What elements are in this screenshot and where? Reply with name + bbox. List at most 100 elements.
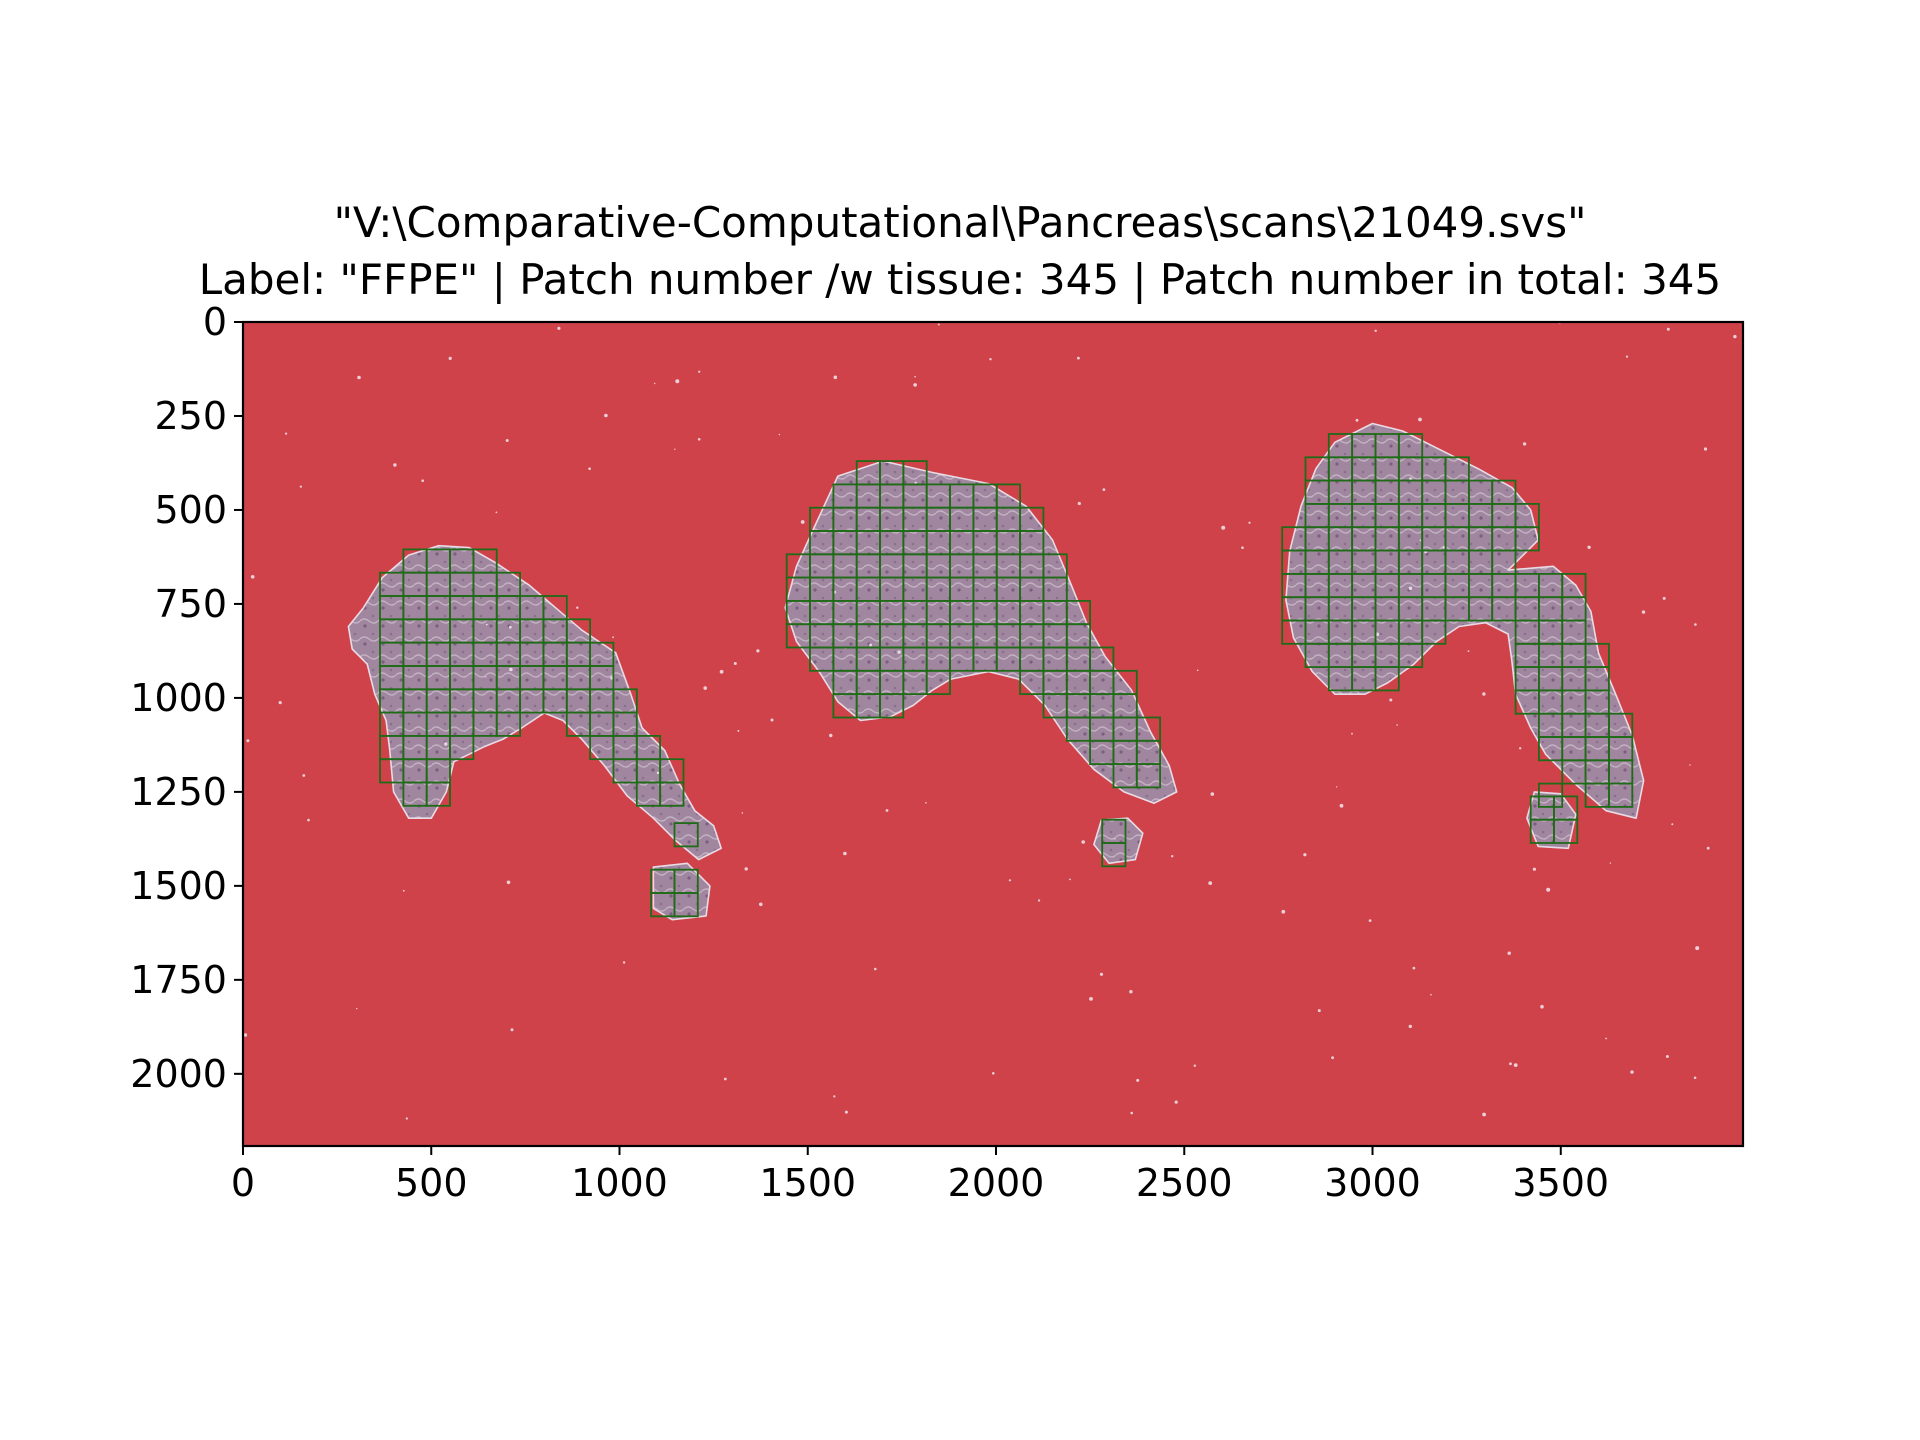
debris-speck	[1694, 623, 1697, 626]
debris-speck	[1482, 1112, 1486, 1117]
debris-speck	[508, 625, 512, 629]
debris-speck	[1193, 1064, 1197, 1067]
debris-speck	[925, 802, 927, 804]
debris-speck	[885, 809, 889, 812]
debris-speck	[654, 382, 656, 385]
patch-box	[659, 781, 685, 807]
debris-speck	[1038, 899, 1041, 902]
debris-speck	[622, 961, 626, 964]
debris-speck	[1130, 1111, 1133, 1115]
debris-speck	[1522, 442, 1527, 446]
debris-speck	[1408, 586, 1413, 591]
debris-speck	[800, 520, 805, 524]
debris-speck	[1248, 521, 1251, 524]
debris-speck	[1196, 669, 1199, 672]
debris-speck	[509, 667, 513, 672]
debris-speck	[1171, 855, 1174, 858]
debris-speck	[1706, 846, 1710, 850]
debris-speck	[285, 432, 288, 435]
debris-speck	[914, 481, 917, 484]
patch-box	[673, 892, 699, 918]
x-tick-label: 3000	[1324, 1161, 1421, 1205]
debris-speck	[243, 1033, 248, 1037]
debris-speck	[356, 1007, 358, 1010]
debris-speck	[1418, 417, 1422, 422]
debris-speck	[869, 643, 873, 647]
x-tick-label: 500	[395, 1161, 468, 1205]
debris-speck	[246, 739, 250, 743]
debris-speck	[510, 1028, 514, 1032]
debris-speck	[1587, 545, 1591, 549]
debris-speck	[1396, 724, 1398, 726]
debris-speck	[278, 701, 282, 705]
debris-speck	[299, 485, 302, 488]
debris-speck	[1689, 764, 1691, 766]
debris-speck	[1303, 853, 1307, 857]
debris-speck	[1695, 946, 1700, 951]
debris-speck	[675, 379, 680, 384]
debris-speck	[402, 889, 405, 892]
debris-speck	[744, 867, 748, 871]
patch-grid	[379, 433, 1634, 918]
debris-speck	[1355, 418, 1359, 422]
y-tick-label: 500	[154, 488, 227, 532]
debris-speck	[1008, 879, 1012, 882]
x-tick-label: 3500	[1512, 1161, 1609, 1205]
debris-speck	[588, 467, 591, 471]
debris-speck	[557, 326, 561, 330]
debris-speck	[1609, 862, 1612, 864]
debris-speck	[1605, 1037, 1607, 1040]
debris-speck	[737, 729, 740, 732]
debris-speck	[612, 636, 614, 639]
debris-speck	[1389, 698, 1393, 702]
debris-speck	[1102, 488, 1106, 491]
debris-speck	[302, 774, 306, 777]
debris-speck	[1136, 1078, 1140, 1082]
y-tick-label: 1500	[130, 864, 227, 908]
debris-speck	[576, 606, 579, 609]
debris-speck	[1467, 650, 1470, 652]
debris-speck	[1665, 1055, 1669, 1058]
debris-speck	[357, 375, 361, 380]
debris-speck	[1089, 997, 1093, 1001]
patch-box	[1374, 666, 1400, 692]
debris-speck	[1408, 1024, 1413, 1029]
debris-speck	[1666, 327, 1670, 331]
tissue-region-left	[347, 544, 723, 861]
debris-speck	[1630, 1070, 1634, 1074]
debris-speck	[506, 880, 511, 885]
x-tick-label: 1500	[759, 1161, 856, 1205]
debris-speck	[1129, 990, 1133, 994]
debris-speck	[1081, 840, 1085, 844]
debris-speck	[1174, 1100, 1178, 1104]
debris-speck	[733, 662, 737, 665]
debris-speck	[1210, 792, 1215, 796]
debris-speck	[1077, 356, 1080, 360]
debris-speck	[829, 733, 833, 738]
debris-speck	[1208, 881, 1213, 885]
x-tick-label: 2000	[948, 1161, 1045, 1205]
y-tick-label: 0	[203, 300, 227, 344]
y-tick-label: 250	[154, 394, 227, 438]
patch-box	[1553, 818, 1579, 844]
patch-box	[673, 822, 699, 848]
chart-title-line-1: "V:\Comparative-Computational\Pancreas\s…	[333, 198, 1587, 247]
debris-speck	[604, 413, 608, 418]
patch-box	[1135, 763, 1162, 789]
debris-speck	[843, 851, 847, 856]
axes-frame	[241, 320, 1745, 1148]
debris-speck	[723, 1077, 727, 1081]
debris-speck	[833, 375, 838, 380]
debris-speck	[698, 370, 701, 373]
tissue-region-middle-fragment	[1093, 817, 1144, 865]
debris-speck	[913, 383, 917, 387]
patch-box	[879, 693, 905, 719]
debris-speck	[1482, 692, 1486, 696]
patch-box	[1538, 782, 1564, 808]
debris-speck	[1336, 786, 1338, 788]
debris-speck	[421, 479, 425, 483]
debris-speck	[1099, 972, 1104, 976]
debris-speck	[989, 358, 992, 361]
y-tick-label: 1750	[130, 958, 227, 1002]
debris-speck	[741, 812, 744, 814]
